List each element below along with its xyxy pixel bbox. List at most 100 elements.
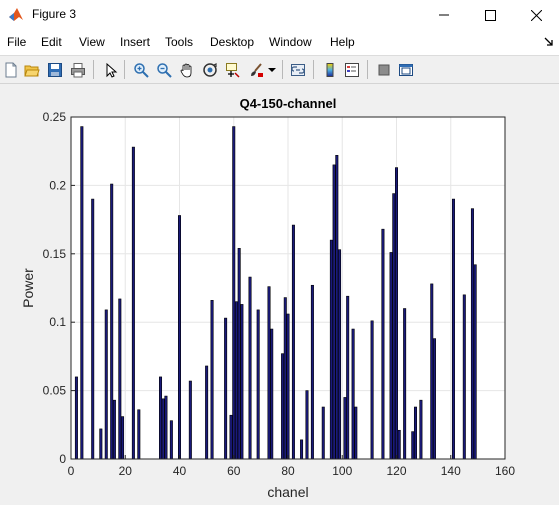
figure-toolbar <box>0 55 559 84</box>
insert-colorbar-button[interactable] <box>320 60 340 80</box>
bar <box>430 283 434 460</box>
zoom-out-icon <box>157 63 172 78</box>
bar <box>229 414 233 460</box>
bar <box>267 286 271 460</box>
show-plot-tools-icon <box>399 64 413 76</box>
bar <box>470 208 474 460</box>
menu-file[interactable]: File <box>7 35 27 49</box>
menu-desktop[interactable]: Desktop <box>210 35 255 49</box>
minimize-icon <box>439 14 449 16</box>
bar <box>159 376 163 460</box>
close-icon <box>530 9 542 21</box>
bar <box>256 309 260 460</box>
menu-tools[interactable]: Tools <box>165 35 194 49</box>
bar <box>432 338 436 460</box>
y-tick-label: 0 <box>59 452 66 466</box>
close-button[interactable] <box>513 0 559 30</box>
rotate-3d-icon <box>203 63 217 77</box>
y-tick-label: 0.05 <box>43 384 67 398</box>
bar <box>169 420 173 460</box>
bar <box>161 398 165 460</box>
bar <box>338 249 342 460</box>
menu-help[interactable]: Help <box>330 35 355 49</box>
bar-chart[interactable]: 0 20 40 60 80 100 120 140 160 0 0.05 0.1 0.15 0.2 0.25… <box>0 84 559 505</box>
bar <box>351 328 355 460</box>
x-tick-label: 0 <box>68 464 75 478</box>
menu-edit[interactable]: Edit <box>41 35 62 49</box>
toolbar-separator <box>367 60 368 79</box>
bar <box>232 126 236 460</box>
bar <box>110 183 114 460</box>
menu-view[interactable]: View <box>79 35 105 49</box>
bar <box>354 406 358 460</box>
rotate-3d-button[interactable] <box>200 60 220 80</box>
zoom-in-button[interactable] <box>131 60 151 80</box>
menu-window[interactable]: Window <box>269 35 312 49</box>
hide-plot-tools-button[interactable] <box>374 60 394 80</box>
bar <box>321 406 325 460</box>
print-button[interactable] <box>68 60 88 80</box>
bar <box>224 317 228 460</box>
new-figure-button[interactable] <box>1 60 21 80</box>
bar <box>240 304 244 460</box>
toolbar-separator <box>124 60 125 79</box>
y-tick-label: 0.1 <box>49 315 66 329</box>
bar <box>403 308 407 460</box>
y-tick-label: 0.2 <box>49 178 66 192</box>
show-plot-tools-button[interactable] <box>396 60 416 80</box>
title-bar: Figure 3 <box>0 0 559 30</box>
bar <box>234 301 238 460</box>
bar <box>392 193 396 460</box>
bar <box>346 295 350 460</box>
minimize-button[interactable] <box>421 0 467 30</box>
bar <box>131 146 135 460</box>
toolbar-separator <box>93 60 94 79</box>
bar <box>118 298 122 460</box>
window-title: Figure 3 <box>32 7 77 21</box>
chart-title: Q4-150-channel <box>240 96 337 111</box>
menu-insert[interactable]: Insert <box>120 35 151 49</box>
toolbar-separator <box>282 60 283 79</box>
insert-legend-button[interactable] <box>342 60 362 80</box>
open-file-button[interactable] <box>22 60 42 80</box>
pan-hand-button[interactable] <box>177 60 197 80</box>
x-tick-label: 160 <box>495 464 515 478</box>
bar <box>188 380 192 460</box>
bar <box>74 376 78 460</box>
bar <box>473 264 477 460</box>
brush-dropdown-icon <box>268 68 276 72</box>
bar <box>237 248 241 460</box>
bar <box>205 365 209 460</box>
bar <box>80 126 84 460</box>
pan-hand-icon <box>180 63 192 78</box>
bar <box>121 416 125 460</box>
y-tick-label: 0.15 <box>43 247 67 261</box>
bar <box>332 164 336 460</box>
dock-arrow-icon[interactable] <box>544 37 553 46</box>
brush-button[interactable] <box>246 60 266 80</box>
link-plot-button[interactable] <box>288 60 308 80</box>
bar <box>112 399 116 460</box>
maximize-button[interactable] <box>467 0 513 30</box>
zoom-out-button[interactable] <box>154 60 174 80</box>
insert-legend-icon <box>345 63 359 77</box>
save-icon <box>48 63 62 77</box>
open-file-icon <box>24 65 40 77</box>
axis-ticks: 0 20 40 60 80 100 120 140 160 0 0.05 0.1 0.15 0.2 0.25 <box>43 110 516 478</box>
brush-dropdown-button[interactable] <box>266 60 278 80</box>
x-tick-label: 140 <box>441 464 461 478</box>
x-tick-label: 100 <box>332 464 352 478</box>
data-cursor-icon <box>226 63 240 78</box>
toolbar-separator <box>313 60 314 79</box>
bar <box>419 399 423 460</box>
bar <box>270 328 274 460</box>
link-plot-icon <box>291 64 305 76</box>
menu-bar: File Edit View Insert Tools Desktop Wind… <box>0 31 559 53</box>
bar <box>300 439 304 460</box>
data-cursor-button[interactable] <box>223 60 243 80</box>
select-arrow-button[interactable] <box>100 60 120 80</box>
save-button[interactable] <box>45 60 65 80</box>
bar <box>291 224 295 460</box>
bar <box>91 198 95 460</box>
x-tick-label: 120 <box>386 464 406 478</box>
